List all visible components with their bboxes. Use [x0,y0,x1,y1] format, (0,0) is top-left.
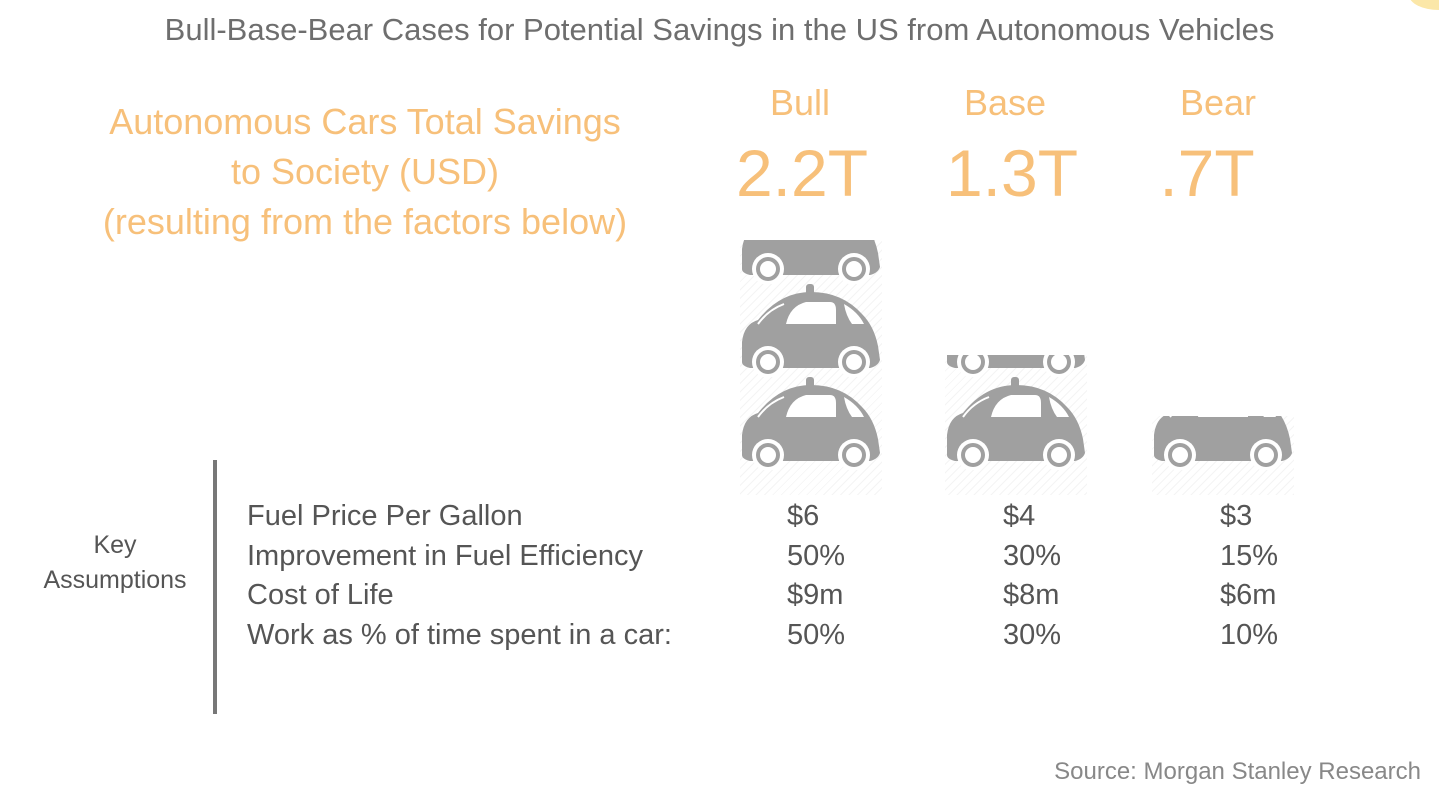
assumption-value: $9m [787,579,844,611]
assumption-value: $6m [1220,579,1277,611]
case-bear-label: Bear [1179,82,1257,123]
case-bull-label: Bull [769,82,831,123]
subtitle: Autonomous Cars Total Savings to Society… [40,97,690,247]
car-icon [947,377,1085,470]
subtitle-line: to Society (USD) [230,151,500,192]
assumption-label: Work as % of time spent in a car: [247,618,672,651]
car-icon [1154,416,1292,470]
car-icon [742,377,880,470]
assumption-value: 50% [787,539,846,572]
car-icon [742,284,880,377]
assumption-value: $8m [1003,579,1060,611]
case-bear-total: .7T [1159,136,1255,210]
key-assumptions-label: Key Assumptions [20,528,210,598]
divider [213,460,217,714]
assumption-value: $3 [1220,500,1253,532]
case-base-total: 1.3T [945,136,1079,210]
source-note: Source: Morgan Stanley Research [1054,758,1421,785]
assumption-value: 50% [787,618,846,651]
assumption-value: $6 [787,500,820,532]
car-icon [947,355,1085,377]
car-pictogram-bear [1152,416,1294,495]
assumption-value: 10% [1220,618,1279,651]
assumption-value: 30% [1003,539,1062,572]
case-base-label: Base [963,82,1047,123]
assumption-label: Fuel Price Per Gallon [247,500,523,532]
assumption-label: Cost of Life [247,579,394,611]
case-bull-total: 2.2T [735,136,869,210]
car-pictogram-base [945,355,1087,495]
key-label-line: Assumptions [43,566,187,594]
subtitle-line: (resulting from the factors below) [102,201,628,242]
assumption-label: Improvement in Fuel Efficiency [247,539,643,572]
car-icon [742,240,880,284]
car-pictogram-bull [740,240,882,495]
subtitle-line: Autonomous Cars Total Savings [109,101,621,142]
page-title: Bull-Base-Bear Cases for Potential Savin… [164,12,1275,47]
decorative-corner [1409,0,1439,10]
assumption-value: 15% [1220,539,1279,572]
key-label-line: Key [93,531,137,559]
assumption-value: $4 [1003,500,1036,532]
assumption-value: 30% [1003,618,1062,651]
